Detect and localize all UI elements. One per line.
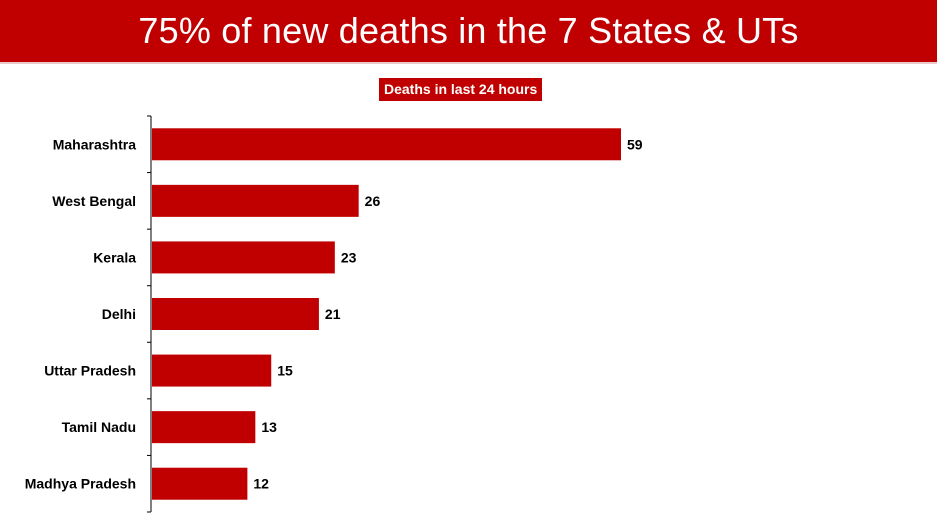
bar-west-bengal	[152, 184, 359, 217]
bar-uttar-pradesh	[152, 354, 272, 387]
value-label: 59	[627, 136, 643, 152]
value-label: 15	[277, 363, 293, 379]
value-label: 21	[325, 306, 341, 322]
category-label: Delhi	[102, 306, 136, 322]
page-title: 75% of new deaths in the 7 States & UTs	[138, 10, 799, 51]
bar-maharashtra	[152, 128, 621, 161]
category-label: Maharashtra	[53, 136, 136, 152]
bar-madhya-pradesh	[152, 467, 248, 500]
title-bar: 75% of new deaths in the 7 States & UTs	[0, 0, 937, 64]
value-label: 26	[365, 193, 381, 209]
bar-tamil-nadu	[152, 411, 256, 444]
category-label: Tamil Nadu	[62, 419, 136, 435]
bars-group: Maharashtra 59 West Bengal 26 Kerala 23 Delhi 2…	[25, 115, 643, 513]
value-label: 12	[253, 476, 269, 492]
category-label: Madhya Pradesh	[25, 476, 136, 492]
category-label: Uttar Pradesh	[44, 363, 136, 379]
value-label: 13	[261, 419, 277, 435]
bar-kerala	[152, 241, 335, 274]
value-label: 23	[341, 249, 357, 265]
bar-delhi	[152, 298, 319, 330]
category-label: West Bengal	[52, 193, 136, 209]
chart-title: Deaths in last 24 hours	[379, 78, 543, 101]
category-label: Kerala	[93, 249, 136, 265]
